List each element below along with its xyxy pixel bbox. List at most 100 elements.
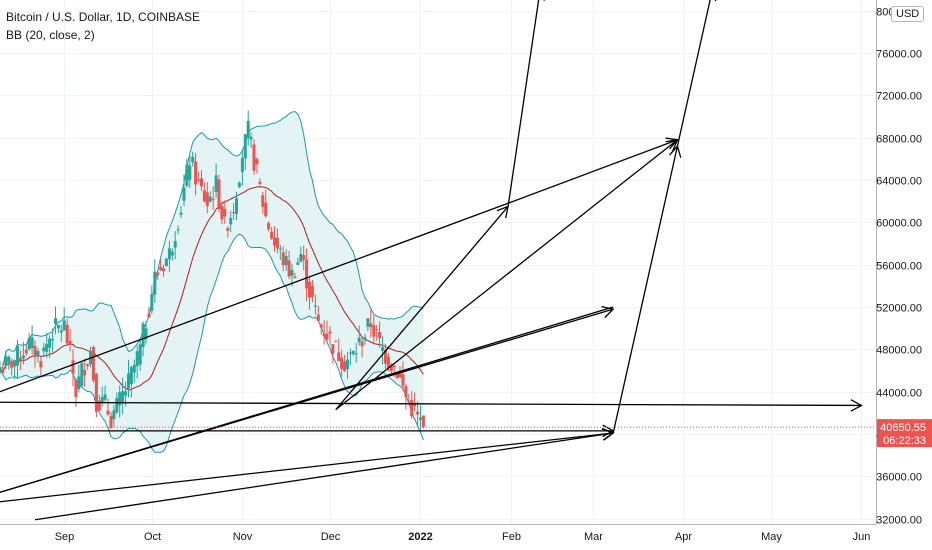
candle-body (343, 361, 347, 371)
candle-body (278, 248, 282, 250)
candle-body (194, 161, 198, 185)
candle-body (106, 410, 110, 415)
candle-body (179, 212, 183, 215)
price-tick-label: 56000.00 (876, 261, 922, 273)
candle-body (325, 333, 329, 340)
candle-body (392, 365, 396, 368)
candle-body (287, 260, 291, 277)
candle-body (36, 350, 40, 357)
candle-body (319, 324, 323, 328)
time-tick-label: Dec (321, 531, 341, 543)
candle-body (328, 331, 332, 334)
candle-body (398, 373, 402, 378)
indicator-title[interactable]: BB (20, close, 2) (6, 28, 95, 42)
candle-body (129, 367, 133, 385)
candle-body (7, 356, 11, 363)
trend-arrow (676, 0, 711, 147)
candle-body (164, 258, 168, 266)
candle-body (10, 360, 14, 368)
candle-body (348, 352, 352, 354)
candle-body (91, 347, 95, 381)
candle-body (118, 392, 122, 406)
candle-body (290, 269, 294, 276)
time-tick-label: Oct (144, 531, 161, 543)
candle-body (363, 337, 367, 341)
candle-body (401, 374, 405, 386)
candle-body (77, 376, 81, 390)
candle-body (410, 400, 414, 417)
candle-body (74, 380, 78, 398)
candle-body (337, 352, 341, 361)
candle-body (202, 190, 206, 202)
time-tick-label: Nov (233, 531, 253, 543)
candle-body (45, 344, 49, 352)
symbol-title[interactable]: Bitcoin / U.S. Dollar, 1D, COINBASE (6, 10, 201, 24)
candle-body (0, 368, 2, 373)
chart-grid (0, 0, 876, 524)
candle-body (313, 305, 317, 307)
price-tick-label: 36000.00 (876, 472, 922, 484)
candle-body (366, 318, 370, 327)
candle-body (302, 255, 306, 260)
candle-body (68, 341, 72, 344)
arrow-head (850, 399, 863, 412)
candle-body (42, 347, 46, 352)
candle-body (197, 179, 201, 181)
candle-body (132, 365, 136, 373)
bar-countdown: 06:22:33 (883, 435, 926, 447)
candle-body (249, 136, 253, 140)
candle-body (334, 340, 338, 342)
candle-body (246, 120, 250, 138)
candle-body (30, 337, 34, 348)
trend-arrow (612, 145, 679, 434)
candle-body (404, 386, 408, 397)
candle-body (13, 360, 17, 367)
candlestick-series (0, 110, 425, 430)
candle-body (267, 223, 271, 230)
price-tick-label: 52000.00 (876, 303, 922, 315)
candle-body (150, 294, 154, 311)
trend-arrow (0, 432, 614, 503)
candle-body (305, 259, 309, 289)
candle-body (109, 415, 113, 429)
candle-body (255, 159, 259, 165)
price-axis[interactable]: 80000.0076000.0072000.0068000.0064000.00… (876, 0, 932, 550)
time-axis[interactable]: Sep Oct Nov Dec 2022 Feb Mar Apr May Jun (0, 524, 876, 544)
candle-body (124, 391, 128, 396)
candle-body (71, 360, 75, 374)
candle-body (217, 179, 221, 209)
candle-body (235, 198, 238, 214)
candle-body (211, 199, 215, 201)
price-axis-bg (876, 0, 932, 550)
candle-body (48, 338, 52, 348)
candle-body (421, 415, 425, 428)
candle-body (167, 248, 171, 260)
candle-body (243, 134, 247, 159)
candle-body (237, 182, 241, 187)
candle-body (383, 349, 387, 364)
candle-body (226, 228, 230, 231)
candle-body (378, 332, 382, 339)
candle-body (214, 175, 218, 192)
candle-body (208, 196, 212, 202)
currency-button[interactable]: USD (891, 6, 925, 22)
candle-body (264, 202, 268, 217)
candle-body (16, 345, 19, 366)
candle-body (182, 187, 186, 201)
candle-body (191, 156, 195, 163)
last-price-value: 40650.55 (880, 422, 926, 434)
candle-body (296, 262, 300, 265)
time-tick-label: Sep (55, 531, 75, 543)
price-tick-label: 64000.00 (876, 176, 922, 188)
candle-body (346, 359, 349, 369)
upper-band (0, 110, 424, 370)
trend-arrow (507, 139, 678, 204)
candle-body (156, 272, 160, 276)
candle-body (97, 400, 101, 411)
candle-body (121, 391, 125, 402)
candle-body (112, 410, 116, 419)
candle-body (229, 217, 233, 225)
candle-body (115, 398, 119, 413)
candle-body (59, 330, 63, 333)
